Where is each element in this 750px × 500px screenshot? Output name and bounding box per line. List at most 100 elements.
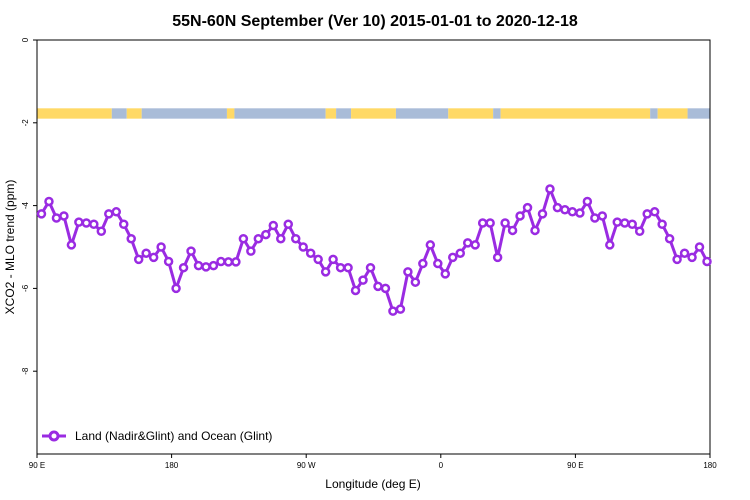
data-point [283, 219, 294, 229]
legend: Land (Nadir&Glint) and Ocean (Glint) [42, 429, 272, 443]
data-point [223, 257, 234, 267]
x-axis-label: Longitude (deg E) [325, 477, 420, 491]
data-point [96, 226, 107, 237]
data-point [66, 240, 77, 250]
data-point [530, 225, 540, 236]
data-point [395, 304, 406, 314]
legend-label: Land (Nadir&Glint) and Ocean (Glint) [75, 429, 272, 443]
data-point [410, 277, 421, 287]
band-segment-ocean [336, 108, 352, 119]
data-point [679, 248, 690, 258]
plot-frame [36, 39, 711, 455]
data-point [74, 217, 84, 227]
band-segment-land [126, 108, 142, 119]
data-point [328, 254, 338, 265]
data-point [111, 207, 122, 217]
y-tick-label: -8 [21, 367, 30, 375]
data-point [350, 285, 361, 296]
y-tick-label: 0 [21, 37, 30, 42]
y-tick-label: -4 [21, 201, 30, 209]
data-point [201, 262, 211, 272]
data-point [133, 254, 144, 265]
data-point [118, 219, 129, 229]
data-point [657, 219, 667, 229]
data-point [664, 233, 675, 244]
series-layer [36, 184, 712, 316]
x-tick-label: 90 E [29, 461, 45, 470]
series-line [40, 187, 709, 313]
data-point [575, 208, 585, 218]
data-point [403, 267, 413, 277]
data-point [522, 202, 533, 213]
data-point [507, 225, 518, 236]
data-point [642, 209, 652, 219]
x-tick-label: 90 E [567, 461, 583, 470]
data-point [208, 260, 219, 271]
band-segment-ocean [395, 108, 449, 119]
land-ocean-band [37, 108, 710, 119]
data-point [515, 211, 525, 221]
band-segment-land [500, 108, 651, 119]
data-point [261, 229, 271, 240]
data-point [44, 196, 54, 207]
data-point [440, 269, 451, 279]
data-point [253, 233, 264, 244]
data-point [104, 209, 114, 219]
band-segment-land [351, 108, 396, 119]
data-point [320, 267, 331, 277]
data-point [694, 242, 705, 252]
data-point [238, 233, 249, 244]
data-point [597, 211, 608, 221]
data-point [81, 218, 92, 228]
data-point [672, 254, 682, 265]
data-point [141, 248, 151, 258]
data-point [313, 254, 323, 265]
data-point [335, 262, 346, 273]
band-segment-land [37, 108, 112, 119]
x-axis: 90 E 180 90 W 0 90 E 180 [29, 454, 717, 470]
data-point [36, 209, 47, 219]
data-point [373, 281, 383, 292]
data-point [305, 248, 316, 258]
data-point [702, 256, 712, 267]
data-point [537, 209, 548, 219]
data-point [290, 233, 301, 244]
data-point [620, 218, 630, 228]
data-point [567, 207, 578, 217]
data-point [276, 233, 286, 244]
data-point [649, 207, 660, 217]
y-tick-label: -2 [21, 119, 30, 127]
data-point [148, 252, 159, 263]
data-point [365, 262, 376, 273]
data-point [418, 258, 428, 269]
data-point [500, 218, 510, 228]
band-segment-ocean [650, 108, 658, 119]
data-point [627, 219, 637, 229]
data-point [298, 242, 308, 252]
data-point [433, 258, 443, 269]
data-point [59, 211, 69, 221]
x-tick-label: 90 W [297, 461, 316, 470]
data-point [462, 238, 473, 248]
data-point [156, 242, 166, 252]
band-segment-ocean [493, 108, 501, 119]
data-point [126, 233, 136, 244]
data-point [51, 213, 62, 223]
data-point [268, 220, 279, 231]
data-point [163, 256, 174, 267]
y-axis: 0 -2 -4 -6 -8 [21, 37, 37, 375]
x-tick-label: 0 [439, 461, 444, 470]
x-tick-label: 180 [703, 461, 717, 470]
data-point [582, 196, 593, 207]
data-point [246, 246, 256, 256]
data-point [343, 262, 353, 273]
data-point [552, 202, 563, 213]
data-point [358, 275, 368, 285]
data-point [193, 260, 204, 271]
data-point [448, 252, 458, 263]
data-point [560, 204, 570, 215]
chart-title: 55N-60N September (Ver 10) 2015-01-01 to… [172, 13, 578, 30]
data-point [605, 240, 615, 250]
band-segment-ocean [687, 108, 710, 119]
